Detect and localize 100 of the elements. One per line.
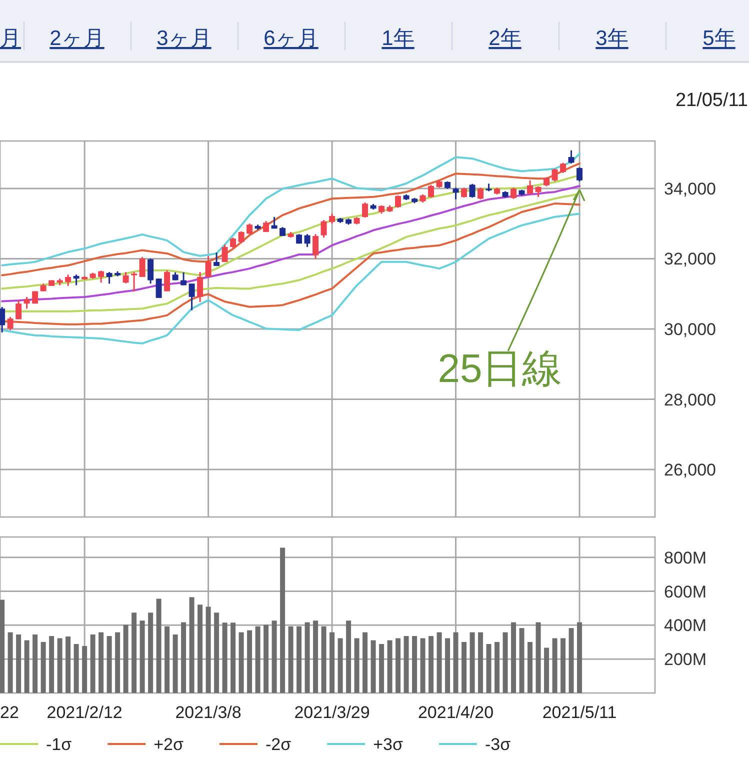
candlestick [7,316,14,331]
candlestick [576,166,583,182]
line-series [1,152,581,266]
bar [66,636,71,693]
text: 月 [0,27,21,50]
text: 3ヶ月 [156,27,212,50]
text: 22 [0,703,19,722]
bar [74,644,79,693]
candlestick [362,202,368,218]
candlestick [197,271,204,303]
candlestick [139,256,146,278]
bar [462,642,467,693]
bar [428,636,434,693]
bar [0,600,5,693]
y-tick-label: 30,000 [664,320,716,339]
bar [296,626,302,693]
bar [362,632,368,693]
bar [288,626,294,693]
candlestick [535,186,542,198]
bar [511,622,516,693]
candlestick [188,282,195,311]
candlestick [560,162,566,174]
text: 2年 [488,27,522,50]
y-tick-label: 800M [664,548,707,568]
bar [470,632,475,693]
candlestick [568,150,574,164]
text: 6ヶ月 [264,27,318,50]
candlestick [73,274,80,286]
bar [420,638,426,693]
candlestick [16,300,22,320]
candlestick [552,168,558,182]
bar [502,632,508,693]
bar [478,632,484,693]
x-tick-label: 2021/2/12 [46,703,122,722]
bar [453,632,458,693]
bar [379,644,384,693]
bar [98,632,104,693]
candlestick [320,219,327,238]
y-tick-label: 400M [664,616,707,636]
x-tick-label: 2021/5/11 [542,703,617,722]
bar [436,632,442,693]
candlestick [246,222,253,235]
y-tick-label: 26,000 [664,460,716,480]
bar [272,620,277,693]
line-series [1,212,581,344]
bar [304,622,310,693]
candlestick [98,270,104,284]
candlestick [544,176,550,188]
bar [552,638,558,693]
bar [8,632,13,693]
bar [536,622,541,693]
bar [24,640,30,693]
line-series [1,162,581,276]
candlestick [238,230,244,244]
candlestick [230,236,236,249]
bar [560,638,566,693]
candlestick [469,183,476,198]
bar [57,638,62,693]
candlestick [428,184,434,198]
bar [189,597,194,693]
legend-label: -1σ [46,735,72,754]
bar [247,630,252,693]
bar [123,624,128,693]
candlestick [263,220,270,233]
candlestick [395,194,402,209]
bar [486,644,492,693]
candlestick [131,271,138,292]
bar [172,634,178,693]
bar [49,636,54,693]
y-tick-label: 600M [664,582,707,602]
bar [115,632,120,693]
candlestick [478,186,484,200]
bar [528,642,533,693]
bar [370,640,376,693]
candlestick [461,186,468,198]
bar [338,638,343,693]
x-tick-label: 2021/4/20 [418,703,494,722]
y-tick-label: 28,000 [664,390,716,410]
bar [181,622,186,693]
bar [140,620,145,693]
candlestick [304,233,310,248]
candlestick [312,233,319,260]
bar [577,622,582,693]
annotation: 25日線 [438,347,562,391]
y-tick-label: 200M [664,650,707,670]
bar [230,622,236,693]
bar [354,638,360,693]
candlestick [222,244,228,263]
bar [544,648,550,693]
bar [404,636,409,693]
candlestick [24,296,30,310]
bar [255,626,260,693]
candlestick [214,252,220,267]
text: 21/05/11 [675,90,748,111]
legend-label: +2σ [154,735,184,754]
bar [321,626,326,693]
text: 1年 [382,27,414,50]
candlestick [106,271,112,284]
bar [330,632,335,693]
candlestick [148,258,154,284]
